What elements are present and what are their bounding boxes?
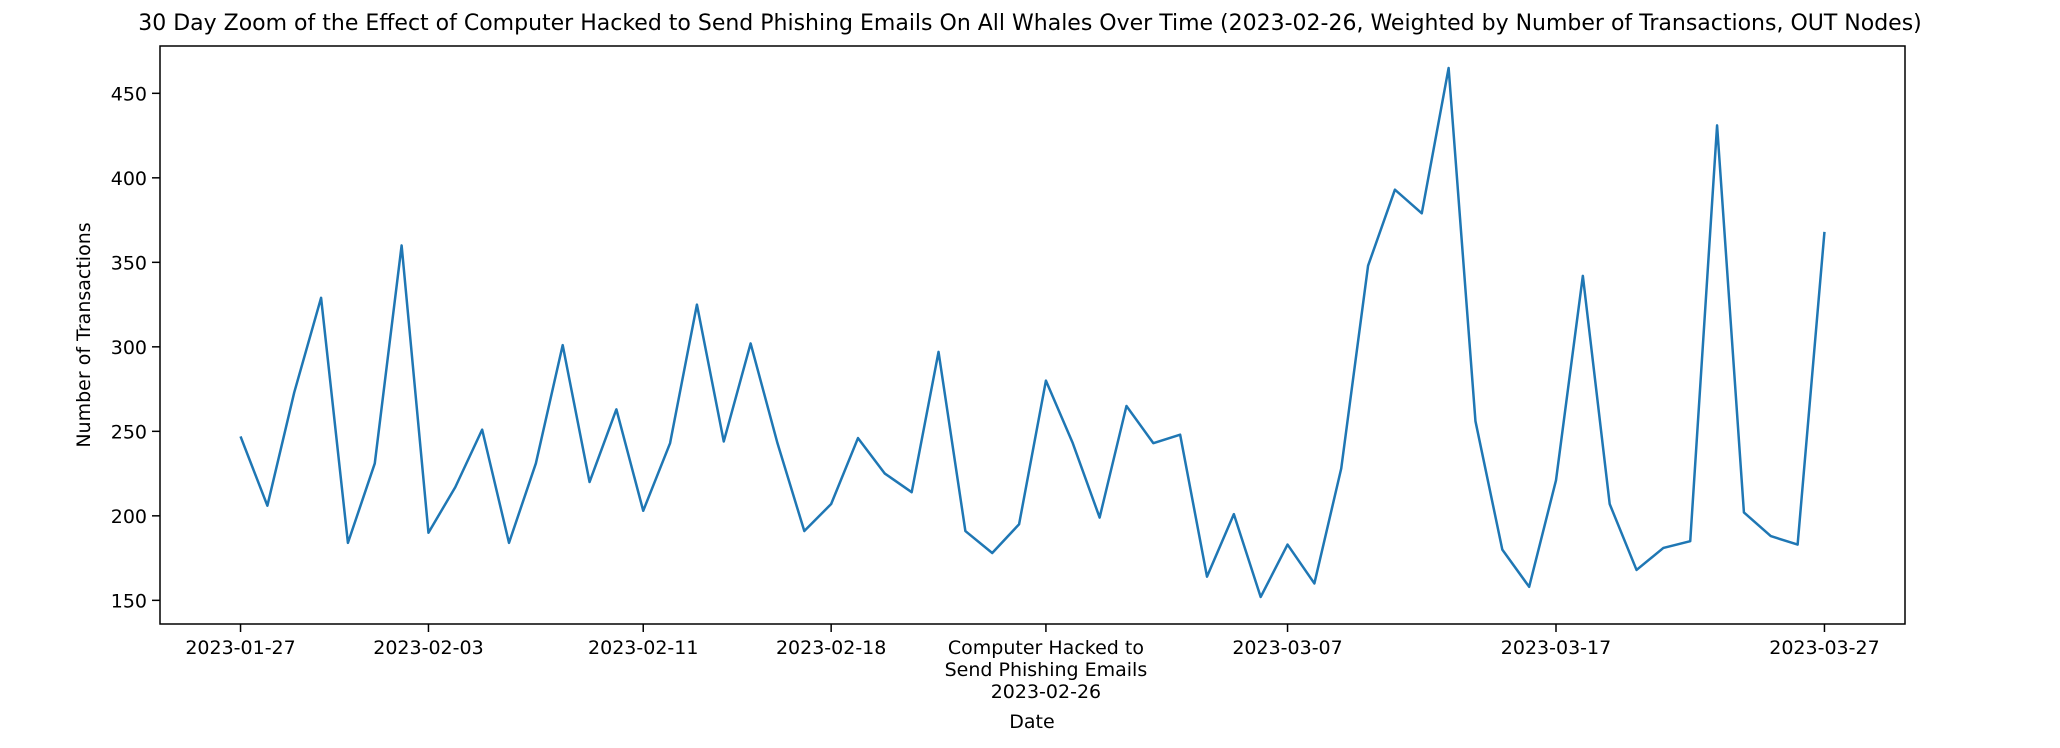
y-tick-label: 450: [111, 83, 147, 105]
x-tick-label: 2023-03-27: [1769, 637, 1879, 659]
y-tick-label: 250: [111, 421, 147, 443]
x-axis: 2023-01-27 2023-02-03 2023-02-11 2023-02-18…: [185, 624, 1880, 703]
x-tick-label: 2023-02-26: [991, 681, 1101, 703]
y-tick-label: 200: [111, 506, 147, 528]
y-tick-label: 400: [111, 168, 147, 190]
x-tick-label: 2023-02-03: [373, 637, 483, 659]
x-tick-label: 2023-02-18: [776, 637, 886, 659]
plot-frame: [159, 45, 1906, 625]
y-axis-label: Number of Transactions: [73, 222, 95, 447]
chart-title: 30 Day Zoom of the Effect of Computer Ha…: [138, 11, 1922, 36]
series-line: [239, 66, 1826, 599]
x-tick-label: Send Phishing Emails: [945, 659, 1148, 681]
x-tick-label: 2023-03-17: [1501, 637, 1611, 659]
x-tick-label: 2023-03-07: [1232, 637, 1342, 659]
x-tick-label: 2023-02-11: [588, 637, 698, 659]
y-tick-label: 350: [111, 252, 147, 274]
y-tick-label: 150: [111, 590, 147, 612]
x-tick-label: 2023-01-27: [185, 637, 295, 659]
y-axis: 150 200 250 300 350 400 450: [111, 83, 160, 612]
x-axis-label: Date: [1009, 711, 1054, 733]
x-tick-label: Computer Hacked to: [948, 637, 1144, 659]
plot-area: [159, 45, 1906, 625]
y-tick-label: 300: [111, 337, 147, 359]
